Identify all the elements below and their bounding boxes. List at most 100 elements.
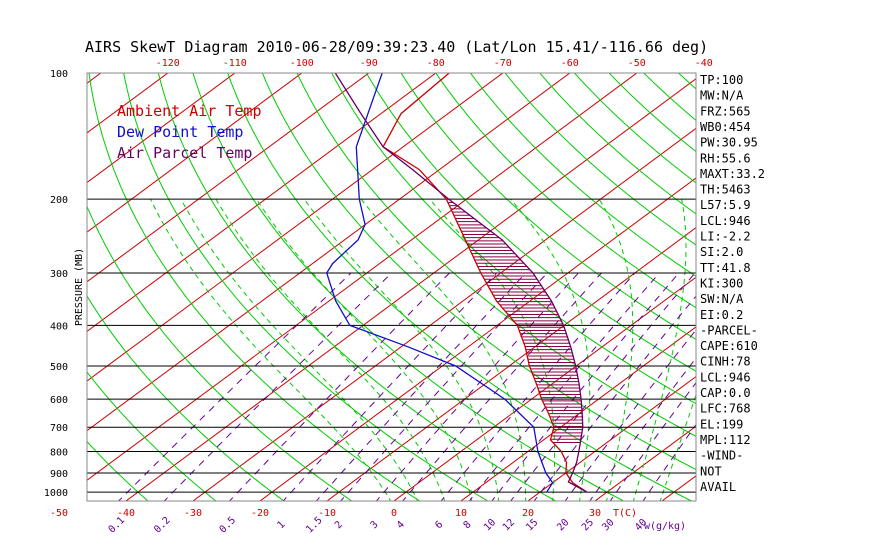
sounding-index: -PARCEL-	[700, 323, 758, 337]
dry-adiabat-line	[435, 73, 696, 309]
mixing-ratio-tick-label: 2	[333, 519, 345, 531]
x-axis-label: T(C)	[613, 508, 637, 519]
dew-point-temp-line	[325, 73, 554, 493]
dry-adiabat-line	[608, 73, 696, 153]
isotherm-line	[661, 475, 696, 501]
isotherm-line	[594, 425, 696, 501]
ambient-air-temp-line	[382, 73, 588, 493]
mixing-ratio-line	[468, 272, 660, 501]
moist-adiabat-line	[256, 198, 473, 501]
air-parcel-temp-line	[334, 73, 588, 493]
dry-adiabat-line	[87, 295, 285, 501]
dry-adiabat-line	[573, 73, 696, 184]
mixing-ratio-tick-label: 25	[580, 517, 596, 533]
mixing-ratio-line	[589, 357, 696, 501]
mixing-ratio-tick-label: 8	[462, 519, 474, 531]
mixing-ratio-tick-label: 3	[369, 519, 381, 531]
mixing-ratio-tick-label: 30	[600, 517, 616, 533]
plot-border	[86, 72, 697, 502]
isotherm-line	[326, 227, 696, 501]
mixing-ratio-line	[315, 272, 527, 501]
top-temperature-tick-label: -40	[695, 58, 713, 69]
moist-adiabat-line	[510, 198, 591, 501]
mixing-ratio-axis-label: w(g/kg)	[644, 521, 686, 532]
dry-adiabat-line	[365, 73, 696, 372]
dry-adiabat-line	[742, 68, 870, 503]
mixing-ratio-line	[440, 272, 636, 501]
sounding-index: MPL:112	[700, 433, 751, 447]
sounding-index: EL:199	[700, 417, 743, 431]
y-axis-label: PRESSURE (MB)	[74, 248, 85, 326]
sounding-index: LFC:768	[700, 402, 751, 416]
pressure-tick-label: 800	[50, 448, 68, 459]
dry-adiabat-line	[227, 73, 693, 501]
chart-legend: Ambient Air Temp Dew Point Temp Air Parcel…	[117, 102, 262, 162]
mixing-ratio-tick-label: 6	[433, 519, 445, 531]
moist-adiabat-line	[150, 198, 392, 501]
mixing-ratio-tick-label: 12	[501, 517, 517, 533]
isotherm-line	[87, 73, 102, 84]
isotherm-line	[527, 375, 696, 501]
sounding-index: LCL:946	[700, 370, 751, 384]
bottom-temperature-tick-label: 30	[589, 508, 601, 519]
dry-adiabat-line	[123, 73, 489, 501]
isotherm-line	[87, 73, 236, 184]
isotherm-line	[794, 66, 870, 503]
bottom-temperature-tick-label: -20	[251, 508, 269, 519]
top-temperature-tick-label: -50	[628, 58, 646, 69]
pressure-tick-label: 700	[50, 423, 68, 434]
sounding-index: CINH:78	[700, 355, 751, 369]
dry-adiabat-line	[157, 73, 557, 501]
pressure-tick-label: 900	[50, 469, 68, 480]
isotherm-line	[0, 66, 44, 503]
sounding-index: AVAIL	[700, 480, 736, 494]
sounding-index: MAXT:33.2	[700, 167, 765, 181]
plot-frame	[86, 72, 697, 502]
mixing-ratio-line	[282, 272, 498, 501]
sounding-index: SW:N/A	[700, 292, 744, 306]
mixing-ratio-line	[340, 272, 548, 501]
dry-adiabat-line	[400, 73, 696, 340]
dry-adiabat-line	[331, 73, 696, 405]
mixing-ratio-line	[642, 423, 696, 501]
mixing-ratio-line	[375, 272, 579, 501]
sounding-index: TH:5463	[700, 183, 751, 197]
bottom-temperature-tick-label: -10	[318, 508, 336, 519]
isotherm-line	[87, 73, 370, 283]
dry-adiabat-line	[87, 371, 217, 501]
mixing-ratio-line	[228, 272, 450, 501]
sounding-index: WB0:454	[700, 120, 751, 134]
bottom-temperature-tick-label: -30	[184, 508, 202, 519]
moist-adiabat-line	[360, 198, 527, 501]
bottom-temperature-tick-label: 10	[455, 508, 467, 519]
isotherm-line	[87, 73, 638, 481]
mixing-ratio-tick-label: 0.5	[218, 515, 239, 536]
mixing-ratio-line	[609, 381, 696, 501]
sounding-index: L57:5.9	[700, 198, 751, 212]
bottom-temperature-tick-label: 20	[522, 508, 534, 519]
dry-adiabat-line	[539, 73, 696, 215]
top-temperature-tick-label: -90	[360, 58, 378, 69]
pressure-tick-label: 100	[50, 69, 68, 80]
pressure-tick-label: 600	[50, 395, 68, 406]
mixing-ratio-line	[564, 329, 696, 501]
chart-grid	[0, 66, 870, 503]
top-temperature-tick-label: -80	[427, 58, 445, 69]
mixing-ratio-line	[163, 272, 392, 501]
moist-adiabat-line	[632, 199, 687, 501]
sounding-index: MW:N/A	[700, 89, 744, 103]
pressure-tick-label: 200	[50, 195, 68, 206]
dry-adiabat-line	[261, 73, 696, 471]
mixing-ratio-tick-label: 1	[275, 519, 287, 531]
sounding-series	[325, 73, 588, 493]
isotherm-line	[87, 73, 504, 382]
moist-adiabat-line	[180, 198, 419, 501]
dry-adiabat-line	[87, 205, 353, 501]
sounding-index: EI:0.2	[700, 308, 743, 322]
mixing-ratio-line	[402, 272, 602, 501]
mixing-ratio-tick-label: 10	[482, 517, 498, 533]
legend-entry: Ambient Air Temp	[117, 102, 262, 120]
mixing-ratio-line	[117, 272, 352, 501]
